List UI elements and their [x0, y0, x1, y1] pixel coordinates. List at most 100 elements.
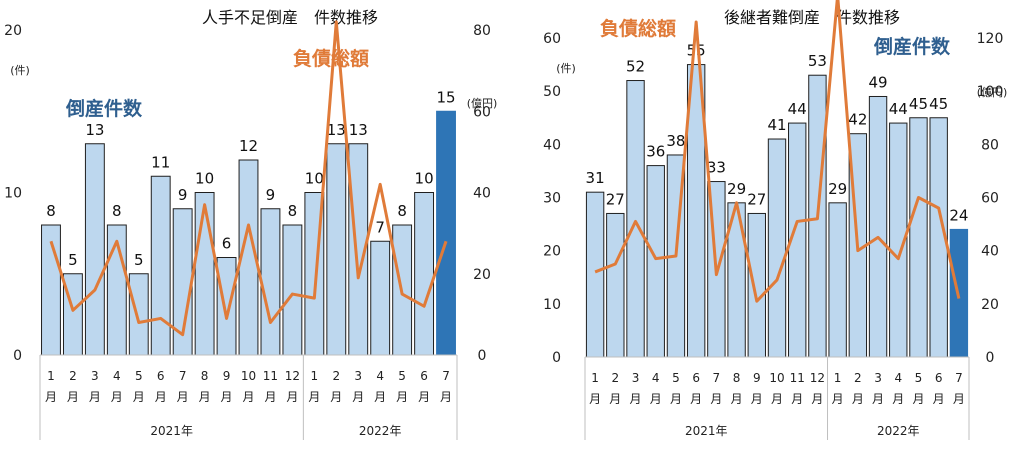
y2-tick-label: 20: [981, 297, 999, 313]
bar-data-label: 42: [848, 111, 867, 129]
month-suffix: 月: [89, 390, 101, 404]
bar-data-label: 5: [68, 251, 78, 269]
y-tick-label: 0: [552, 350, 561, 366]
bar-data-label: 8: [397, 202, 407, 220]
month-suffix: 月: [352, 390, 364, 404]
month-suffix: 月: [630, 392, 642, 406]
bar: [326, 143, 347, 356]
month-label: 12: [285, 369, 300, 383]
month-suffix: 月: [933, 392, 945, 406]
bar-series-label: 倒産件数: [873, 35, 951, 58]
month-suffix: 月: [440, 390, 452, 404]
year-label: 2021年: [150, 424, 193, 438]
month-label: 4: [113, 369, 121, 383]
month-label: 5: [915, 371, 923, 385]
month-label: 6: [692, 371, 700, 385]
month-suffix: 月: [811, 392, 823, 406]
month-suffix: 月: [872, 392, 884, 406]
month-label: 12: [810, 371, 825, 385]
month-suffix: 月: [111, 390, 123, 404]
month-suffix: 月: [155, 390, 167, 404]
bar: [194, 192, 215, 356]
y2-tick-label: 100: [977, 84, 1004, 100]
y2-unit-label: (億円): [467, 97, 498, 110]
month-suffix: 月: [308, 390, 320, 404]
y2-tick-label: 0: [986, 350, 995, 366]
month-label: 6: [157, 369, 165, 383]
bar-data-label: 8: [112, 202, 122, 220]
bar-data-label: 49: [869, 73, 888, 91]
month-suffix: 月: [892, 392, 904, 406]
bar-data-label: 36: [646, 143, 665, 161]
month-suffix: 月: [690, 392, 702, 406]
line-series-label: 負債総額: [600, 17, 676, 40]
chart-title: 人手不足倒産 件数推移: [202, 8, 378, 27]
bar-data-label: 44: [788, 100, 807, 118]
bar: [606, 212, 625, 358]
month-label: 1: [47, 369, 55, 383]
month-suffix: 月: [374, 390, 386, 404]
y-tick-label: 20: [543, 244, 561, 260]
bar-data-label: 10: [305, 170, 324, 188]
month-label: 6: [935, 371, 943, 385]
y2-tick-label: 0: [478, 348, 487, 364]
month-suffix: 月: [264, 390, 276, 404]
month-label: 8: [733, 371, 741, 385]
year-label: 2021年: [685, 424, 728, 438]
month-label: 7: [955, 371, 963, 385]
bar-data-label: 31: [586, 169, 605, 187]
month-label: 2: [69, 369, 77, 383]
month-suffix: 月: [731, 392, 743, 406]
bar-data-label: 9: [266, 186, 276, 204]
bar: [828, 202, 847, 358]
bar: [747, 212, 766, 358]
y2-unit-label: (億円): [977, 86, 1008, 99]
bar-data-label: 27: [606, 190, 625, 208]
month-suffix: 月: [199, 390, 211, 404]
month-label: 3: [91, 369, 99, 383]
bar: [216, 257, 237, 356]
y2-tick-label: 20: [473, 267, 491, 283]
bar-data-label: 44: [889, 100, 908, 118]
month-suffix: 月: [221, 390, 233, 404]
bar: [646, 165, 665, 358]
bar-data-label: 13: [349, 121, 368, 139]
bar-data-label: 33: [707, 159, 726, 177]
bar: [150, 175, 171, 356]
bar: [868, 95, 888, 358]
month-suffix: 月: [133, 390, 145, 404]
bar-data-label: 45: [929, 95, 948, 113]
bar-data-label: 9: [178, 186, 188, 204]
month-suffix: 月: [242, 390, 254, 404]
month-label: 5: [398, 369, 406, 383]
bar-data-label: 7: [375, 218, 385, 236]
bar-data-label: 53: [808, 52, 827, 70]
month-suffix: 月: [396, 390, 408, 404]
bar-data-label: 13: [85, 121, 104, 139]
month-label: 7: [179, 369, 187, 383]
bar-data-label: 12: [239, 137, 258, 155]
bar: [128, 273, 149, 356]
month-suffix: 月: [751, 392, 763, 406]
month-suffix: 月: [710, 392, 722, 406]
bar-data-label: 45: [909, 95, 928, 113]
bar: [84, 143, 105, 356]
bar-data-label: 15: [436, 88, 455, 106]
month-label: 2: [611, 371, 619, 385]
month-label: 5: [135, 369, 143, 383]
line-series-label: 負債総額: [293, 47, 369, 70]
month-label: 3: [874, 371, 882, 385]
month-label: 5: [672, 371, 680, 385]
month-label: 2: [332, 369, 340, 383]
month-label: 3: [354, 369, 362, 383]
month-suffix: 月: [330, 390, 342, 404]
month-suffix: 月: [609, 392, 621, 406]
bar-data-label: 52: [626, 58, 645, 76]
month-label: 4: [376, 369, 384, 383]
month-suffix: 月: [912, 392, 924, 406]
bar-series-label: 倒産件数: [65, 97, 143, 120]
month-label: 1: [591, 371, 599, 385]
bar-data-label: 11: [151, 153, 170, 171]
bar-data-label: 8: [288, 202, 298, 220]
bar: [414, 192, 435, 356]
